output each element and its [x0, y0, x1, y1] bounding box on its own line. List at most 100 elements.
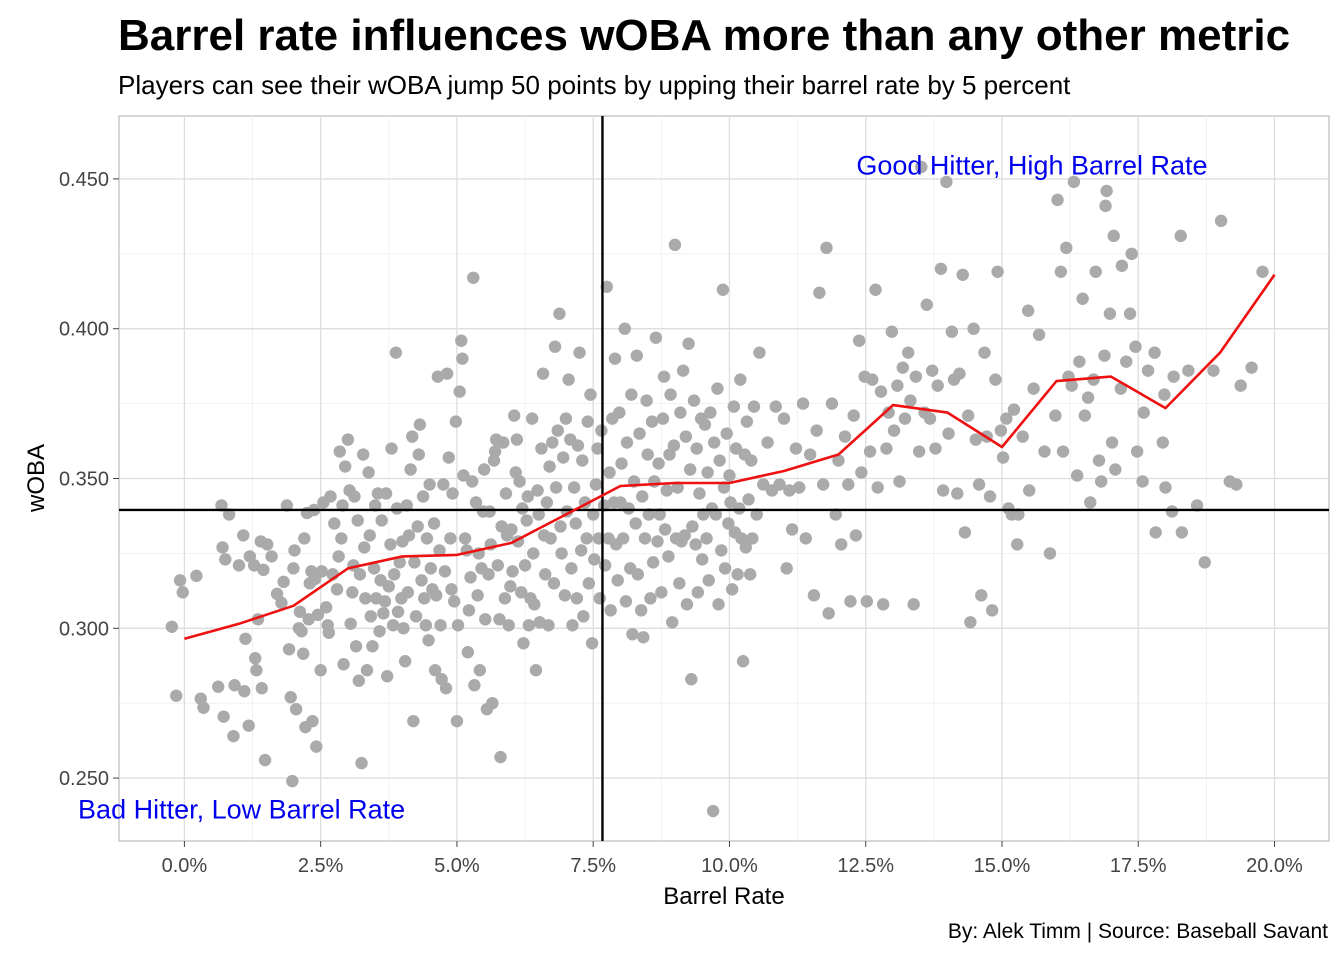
data-point — [397, 622, 410, 635]
data-point — [603, 466, 616, 479]
data-point — [277, 575, 290, 589]
data-point — [324, 490, 337, 503]
data-point — [810, 424, 823, 437]
data-point — [634, 604, 648, 617]
annotations: Good Hitter, High Barrel Rate Bad Hitter,… — [78, 150, 1207, 824]
data-point — [615, 457, 628, 470]
data-point — [382, 580, 395, 593]
data-point — [565, 562, 578, 575]
data-point — [461, 646, 475, 659]
data-point — [393, 556, 406, 569]
data-point — [516, 502, 529, 515]
data-point — [753, 346, 766, 359]
y-tick-label: 0.400 — [59, 319, 109, 341]
data-point — [668, 238, 682, 252]
data-point — [355, 756, 368, 770]
data-point — [532, 508, 545, 521]
data-point — [673, 577, 686, 590]
data-point — [544, 532, 557, 545]
data-point — [691, 586, 705, 599]
data-point — [667, 439, 681, 452]
data-point — [604, 604, 617, 617]
data-point — [936, 484, 950, 497]
data-point — [742, 493, 755, 506]
data-point — [863, 445, 877, 458]
data-point — [502, 619, 515, 632]
data-point — [882, 406, 895, 419]
data-point — [351, 514, 364, 527]
data-point — [407, 714, 420, 728]
data-point — [961, 409, 975, 422]
data-point — [427, 517, 441, 530]
data-point — [310, 740, 323, 753]
data-point — [849, 529, 863, 542]
data-point — [542, 619, 555, 632]
data-point — [287, 562, 300, 575]
data-point — [920, 298, 933, 311]
data-point — [406, 430, 419, 443]
data-point — [348, 490, 361, 503]
data-point — [701, 466, 714, 479]
data-point — [711, 382, 724, 395]
data-point — [1092, 454, 1106, 467]
data-point — [613, 406, 626, 419]
data-point — [1032, 328, 1046, 341]
data-point — [940, 175, 953, 189]
data-point — [876, 598, 890, 611]
data-point — [769, 400, 782, 413]
data-point — [641, 448, 654, 461]
data-point — [548, 340, 562, 353]
data-point — [386, 619, 400, 632]
data-point — [591, 442, 604, 455]
data-point — [716, 283, 730, 296]
data-point — [228, 679, 241, 692]
data-point — [825, 397, 839, 410]
data-point — [190, 569, 203, 583]
data-point — [785, 523, 799, 536]
data-point — [907, 598, 920, 611]
data-point — [546, 436, 559, 449]
data-point — [793, 481, 806, 494]
data-point — [375, 514, 388, 527]
data-point — [433, 544, 446, 557]
data-point — [690, 442, 703, 455]
data-point — [211, 680, 225, 693]
data-point — [448, 595, 461, 608]
x-tick-label: 7.5% — [570, 855, 616, 877]
data-point — [227, 729, 240, 743]
data-point — [891, 379, 904, 392]
chart-subtitle: Players can see their wOBA jump 50 point… — [118, 70, 1071, 100]
data-point — [528, 598, 541, 611]
data-point — [282, 643, 296, 656]
data-point — [409, 610, 423, 623]
data-point — [832, 454, 845, 467]
data-point — [422, 634, 435, 647]
data-point — [969, 433, 983, 446]
data-point — [1156, 436, 1169, 449]
data-point — [477, 463, 491, 476]
data-point — [551, 424, 564, 437]
data-point — [1011, 538, 1024, 551]
data-point — [1073, 355, 1086, 368]
data-point — [644, 592, 657, 605]
data-point — [336, 499, 349, 512]
data-point — [1051, 193, 1064, 207]
data-point — [898, 412, 912, 425]
data-point — [695, 553, 709, 566]
x-axis-title: Barrel Rate — [663, 883, 784, 910]
data-point — [554, 520, 567, 533]
data-point — [424, 562, 437, 575]
data-point — [1081, 391, 1095, 404]
data-point — [658, 523, 672, 536]
data-point — [1182, 364, 1195, 377]
data-point — [275, 596, 288, 610]
data-point — [439, 682, 453, 695]
data-point — [404, 463, 417, 476]
data-point — [923, 412, 937, 425]
data-point — [1038, 445, 1051, 458]
data-point — [1012, 508, 1025, 521]
data-point — [363, 529, 376, 542]
data-point — [707, 436, 721, 449]
trend-line — [184, 274, 1276, 641]
data-point — [165, 620, 179, 633]
